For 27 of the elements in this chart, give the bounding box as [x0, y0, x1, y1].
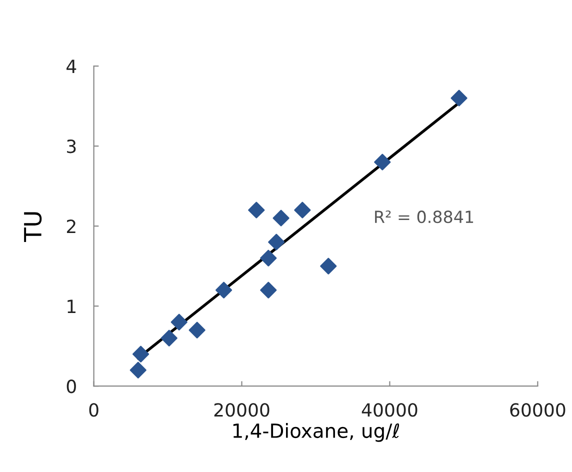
y-tick-label: 4 — [66, 60, 76, 73]
x-axis-title: 1,4-Dioxane, ug/ℓ — [233, 423, 400, 442]
x-tick-label: 0 — [89, 403, 98, 417]
y-tick-label: 2 — [66, 220, 76, 233]
point — [260, 250, 277, 266]
point — [268, 234, 285, 250]
x-tick-label: 60000 — [510, 403, 566, 417]
point — [294, 202, 311, 218]
y-tick-label: 3 — [67, 140, 76, 154]
point — [248, 202, 265, 218]
point — [374, 154, 391, 170]
point — [132, 346, 150, 362]
point — [215, 282, 232, 298]
point — [320, 258, 337, 274]
point — [450, 90, 468, 106]
y-tick-label: 0 — [66, 380, 76, 394]
point — [260, 282, 277, 298]
point — [272, 210, 290, 226]
y-axis-title: TU — [24, 212, 42, 242]
x-tick-label: 20000 — [214, 403, 270, 417]
point — [170, 314, 188, 330]
y-tick-label: 1 — [68, 300, 76, 313]
annotation: R² = 0.8841 — [375, 210, 474, 224]
point — [160, 330, 178, 346]
x-tick-label: 40000 — [362, 403, 418, 417]
point — [188, 322, 206, 338]
point — [130, 362, 146, 378]
